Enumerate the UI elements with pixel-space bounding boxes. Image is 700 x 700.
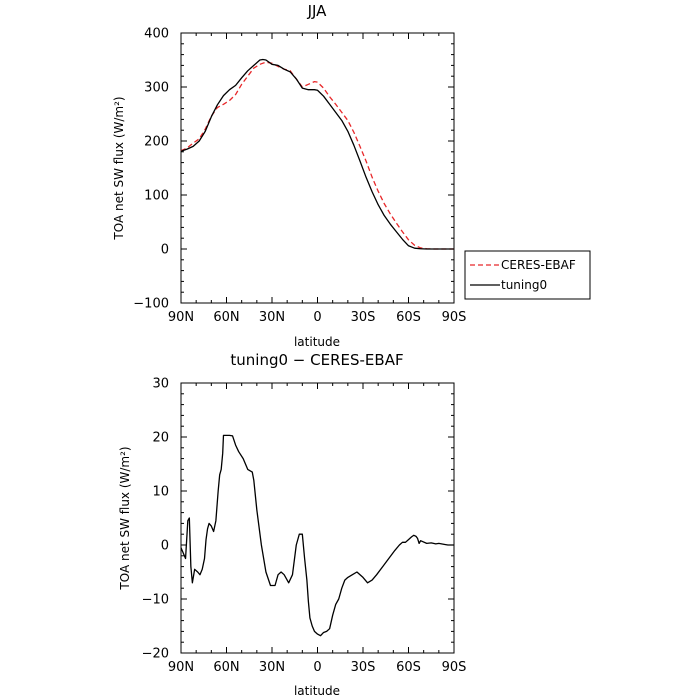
top-x-tick-label: 90N bbox=[168, 310, 194, 325]
legend-label-ceres-ebaf: CERES-EBAF bbox=[501, 258, 576, 272]
top-x-tick-label: 30S bbox=[351, 310, 376, 325]
top-y-tick-label: 300 bbox=[144, 81, 169, 96]
bottom-x-tick-label: 90N bbox=[168, 660, 194, 675]
bottom-y-tick-label: 0 bbox=[161, 539, 169, 554]
bottom-ticks: 90N 60N 30N 0 30S 60S 90S −20 −10 0 10 20 30 bbox=[142, 377, 467, 676]
legend-label-tuning0: tuning0 bbox=[501, 278, 547, 292]
bottom-x-tick-label: 30N bbox=[259, 660, 285, 675]
legend-box bbox=[464, 250, 591, 300]
legend: CERES-EBAF tuning0 bbox=[464, 250, 591, 300]
top-y-tick-label: 100 bbox=[144, 189, 169, 204]
top-y-tick-label: 200 bbox=[144, 135, 169, 150]
bottom-y-tick-label: 30 bbox=[152, 377, 169, 392]
bottom-x-tick-label: 0 bbox=[313, 660, 321, 675]
top-plot-frame bbox=[180, 32, 455, 304]
bottom-x-axis-label: latitude bbox=[294, 684, 340, 698]
bottom-panel: tuning0 − CERES-EBAF 90N 60N 30N 0 30S 60S 90S… bbox=[118, 351, 466, 698]
bottom-y-tick-label: 10 bbox=[152, 485, 169, 500]
bottom-x-tick-label: 60S bbox=[396, 660, 421, 675]
top-series-line-tuning0 bbox=[180, 58, 454, 250]
bottom-y-tick-label: −20 bbox=[142, 647, 169, 662]
bottom-y-tick-label: 20 bbox=[152, 431, 169, 446]
bottom-panel-title: tuning0 − CERES-EBAF bbox=[230, 351, 403, 369]
top-y-tick-label: 0 bbox=[161, 243, 169, 258]
top-x-axis-label: latitude bbox=[294, 335, 340, 349]
bottom-series-line-difference bbox=[180, 434, 454, 637]
top-x-tick-label: 60S bbox=[396, 310, 421, 325]
top-y-tick-label: −100 bbox=[133, 297, 169, 312]
top-series bbox=[180, 58, 454, 250]
bottom-series bbox=[180, 434, 454, 637]
bottom-y-axis-label: TOA net SW flux (W/m²) bbox=[118, 446, 132, 590]
top-ticks: 90N 60N 30N 0 30S 60S 90S −100 0 100 200 300 400 bbox=[133, 27, 466, 326]
top-y-axis-label: TOA net SW flux (W/m²) bbox=[112, 96, 126, 240]
bottom-x-tick-label: 60N bbox=[213, 660, 239, 675]
top-x-tick-label: 60N bbox=[213, 310, 239, 325]
bottom-y-tick-label: −10 bbox=[142, 593, 169, 608]
top-panel: JJA 90N 60N 30N 0 30S 60S 90S −100 0 100 200 300 400… bbox=[112, 2, 591, 349]
top-x-tick-label: 30N bbox=[259, 310, 285, 325]
top-x-tick-label: 0 bbox=[313, 310, 321, 325]
top-panel-title: JJA bbox=[307, 2, 328, 20]
top-y-tick-label: 400 bbox=[144, 27, 169, 42]
bottom-x-tick-label: 90S bbox=[442, 660, 467, 675]
bottom-plot-frame bbox=[180, 382, 455, 654]
bottom-x-tick-label: 30S bbox=[351, 660, 376, 675]
top-x-tick-label: 90S bbox=[442, 310, 467, 325]
